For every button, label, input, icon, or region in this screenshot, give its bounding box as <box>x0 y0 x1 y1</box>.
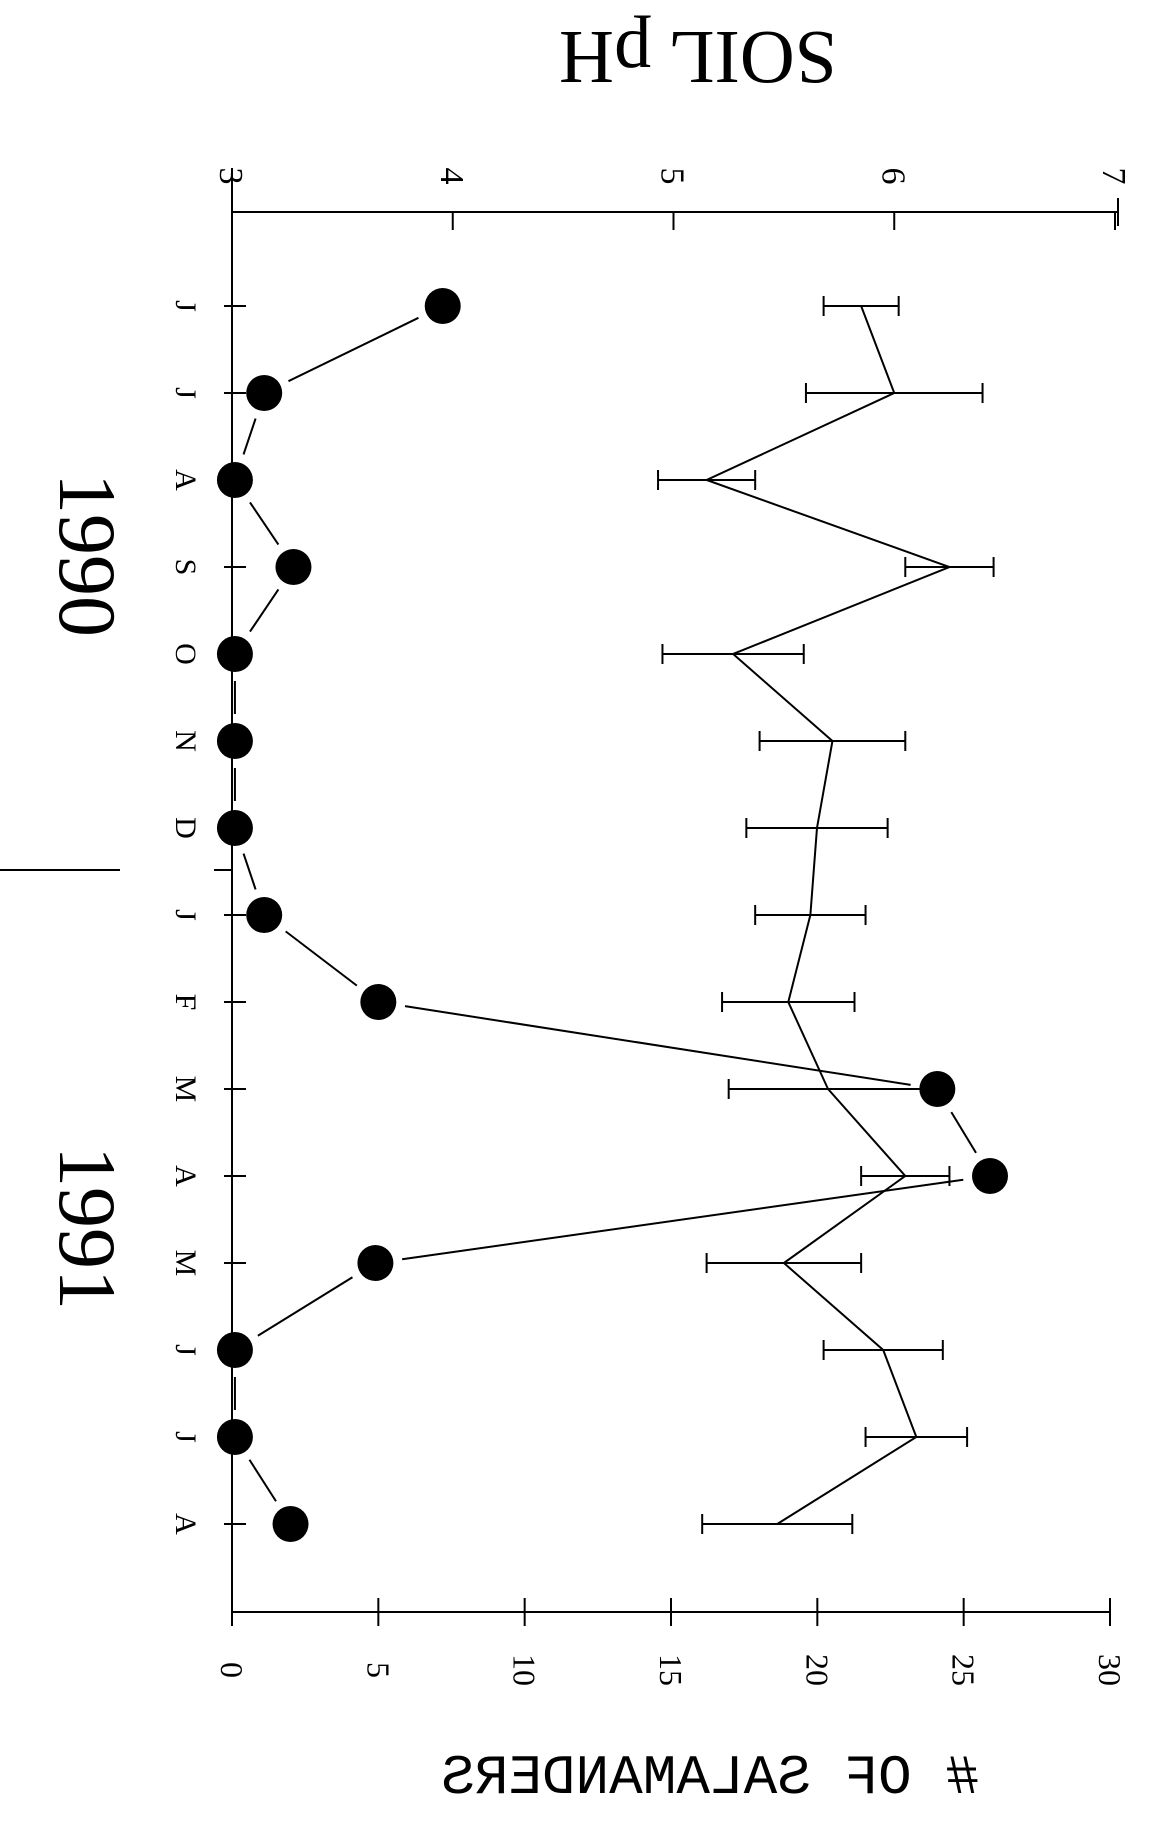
salamander-point <box>272 1506 309 1542</box>
salamander-tick-label: 10 <box>507 1654 543 1686</box>
salamander-point <box>246 375 283 411</box>
salamander-line-segment <box>950 1111 977 1154</box>
soil-ph-tick-label: 7 <box>1095 168 1132 185</box>
salamander-line-segment <box>249 588 280 633</box>
salamander-tick-label: 20 <box>799 1654 835 1686</box>
soil-ph-axis-title: SOIL pH <box>559 15 837 99</box>
axes <box>0 168 1119 1626</box>
year-label-1991: 1991 <box>42 1146 133 1310</box>
salamander-point <box>216 810 253 846</box>
salamander-line-segment <box>248 1459 277 1502</box>
salamander-tick-label: 5 <box>360 1662 396 1678</box>
soil-ph-tick-label: 6 <box>874 168 911 185</box>
salamander-point <box>216 1419 253 1455</box>
salamander-point <box>216 462 253 498</box>
salamander-point <box>275 549 312 585</box>
year-label-1990: 1990 <box>42 473 133 637</box>
salamander-point <box>972 1158 1009 1194</box>
soil-ph-tick-label: 5 <box>654 168 691 185</box>
salamander-line-segment <box>242 418 257 455</box>
salamander-tick-label: 30 <box>1092 1654 1128 1686</box>
salamander-point <box>919 1071 956 1107</box>
category-tick-label: J <box>169 909 202 921</box>
category-tick-label: A <box>169 1165 202 1187</box>
salamander-axis-title: # OF SALAMANDERS <box>441 1746 979 1810</box>
salamander-point <box>357 1245 394 1281</box>
salamander-tick-label: 0 <box>214 1662 250 1678</box>
category-tick-label: F <box>169 994 202 1011</box>
category-tick-label: M <box>169 1076 202 1103</box>
category-tick-label: J <box>169 1344 202 1356</box>
salamander-line-segment <box>257 1276 353 1337</box>
category-tick-label: J <box>169 387 202 399</box>
salamander-point <box>424 288 461 324</box>
salamander-point <box>216 723 253 759</box>
salamander-line-segment <box>249 501 280 546</box>
category-tick-label: D <box>169 817 202 839</box>
category-tick-label: J <box>169 1431 202 1443</box>
category-tick-label: M <box>169 1250 202 1277</box>
salamander-point <box>246 897 283 933</box>
salamander-point <box>216 1332 253 1368</box>
soil-ph-tick-label: 3 <box>212 168 249 185</box>
chart-labels: J J A S O N D J F M A M J J A 3 4 5 6 7 0 5 10 15 20 25 30 SOIL pH #… <box>42 15 1132 1810</box>
salamander-point <box>360 984 397 1020</box>
category-tick-label: J <box>169 300 202 312</box>
salamander-line-segment <box>404 1005 911 1086</box>
salamander-line-segment <box>242 853 257 890</box>
category-tick-label: A <box>169 469 202 491</box>
category-tick-label: S <box>169 559 202 576</box>
category-tick-label: N <box>169 730 202 752</box>
salamander-tick-label: 15 <box>653 1654 689 1686</box>
salamander-point <box>216 636 253 672</box>
salamander-line-segment <box>288 316 419 383</box>
salamander-line-segment <box>402 1178 964 1261</box>
salamander-line-segment <box>285 930 358 987</box>
category-tick-label: A <box>169 1513 202 1535</box>
salamander-tick-label: 25 <box>946 1654 982 1686</box>
chart-marks <box>216 288 1009 1542</box>
soil-ph-tick-label: 4 <box>433 168 470 185</box>
category-tick-label: O <box>169 643 202 665</box>
